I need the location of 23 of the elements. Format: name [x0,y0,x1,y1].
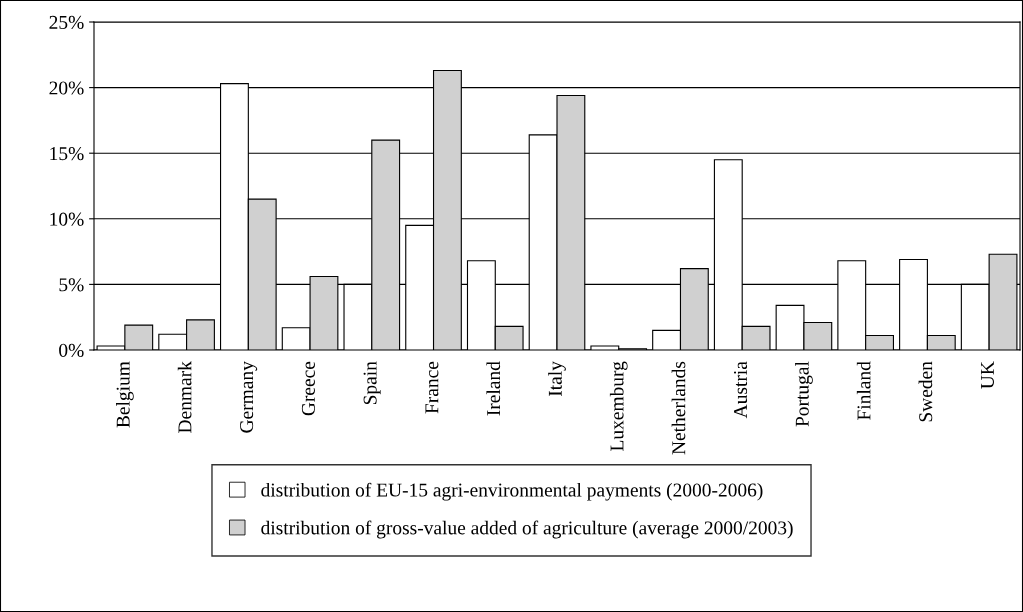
x-tick-label: Portugal [795,361,813,427]
x-tick-label: Luxemburg [609,361,628,451]
y-tick-label: 15% [50,147,84,161]
x-tick-label: Belgium [116,361,134,428]
x-tick-label: Italy [548,361,566,397]
y-tick-label: 20% [49,81,84,95]
x-tick-label: Ireland [486,361,501,416]
legend-label: distribution of gross-value added of agriculture (average 2000/2003) [261,520,793,539]
y-tick-label: 25% [49,15,84,29]
x-tick-label: Greece [301,361,315,416]
x-tick-label: Austria [734,361,748,419]
x-tick-label: Germany [240,361,258,433]
legend-label: distribution of EU-15 agri-environmental payments (2000-2006) [261,482,763,501]
x-tick-label: France [425,361,439,414]
x-tick-label: Denmark [177,361,192,433]
x-tick-label: Sweden [918,361,933,422]
y-tick-label: 10% [50,212,84,226]
y-tick-label: 5% [59,278,84,292]
x-tick-label: Finland [856,361,871,420]
x-tick-label: Spain [363,361,381,405]
x-tick-label: Netherlands [671,361,686,455]
x-tick-label: UK [981,361,994,389]
y-tick-label: 0% [59,343,84,357]
